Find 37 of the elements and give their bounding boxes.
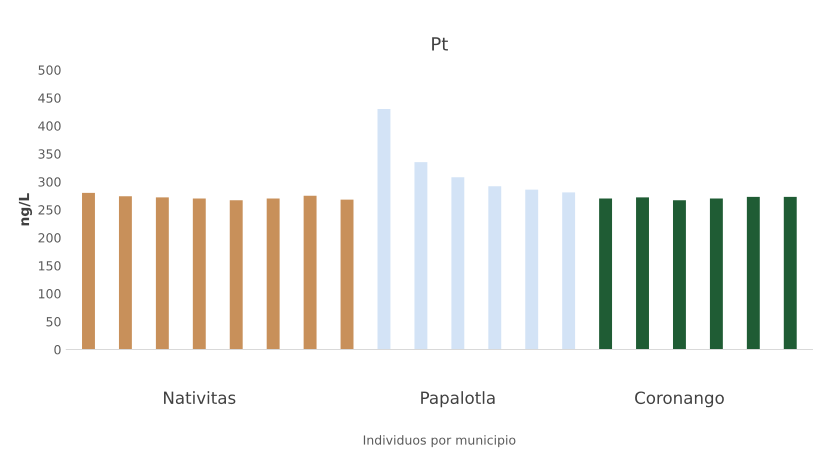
x-tick-label: Nativitas	[164, 391, 236, 404]
y-tick-label: 0	[54, 344, 61, 354]
bar	[710, 198, 723, 350]
bar	[562, 192, 576, 350]
bar	[230, 200, 243, 350]
bar	[378, 109, 390, 350]
bar	[304, 196, 317, 350]
y-axis-title: ng/L	[18, 193, 32, 226]
bar	[784, 196, 797, 350]
y-tick-label: 350	[38, 149, 61, 159]
bar	[340, 200, 354, 350]
bar	[525, 190, 538, 350]
bar	[672, 200, 686, 350]
y-tick-label: 50	[46, 317, 61, 326]
y-tick-label: 100	[38, 289, 61, 299]
y-tick-label: 450	[38, 93, 61, 103]
x-tick-label: Coronango	[635, 391, 724, 408]
bar	[599, 198, 612, 350]
y-tick-label: 400	[38, 121, 61, 131]
bar	[488, 186, 502, 350]
y-tick-label: 500	[38, 65, 61, 75]
bar	[451, 177, 464, 350]
y-tick-label: 300	[38, 177, 61, 187]
bar	[636, 197, 649, 350]
x-axis-title: Individuos por municipio	[364, 435, 516, 448]
bar	[266, 198, 280, 350]
bar	[82, 192, 95, 350]
bar	[746, 196, 760, 350]
chart-title: Pt	[432, 37, 448, 50]
bar	[156, 197, 169, 350]
y-tick-label: 200	[38, 233, 61, 243]
y-tick-label: 250	[38, 205, 61, 215]
bar	[414, 162, 428, 350]
bar	[118, 196, 132, 350]
bar	[192, 198, 206, 350]
x-tick-label: Papalotla	[421, 391, 495, 408]
y-tick-label: 150	[38, 261, 61, 271]
